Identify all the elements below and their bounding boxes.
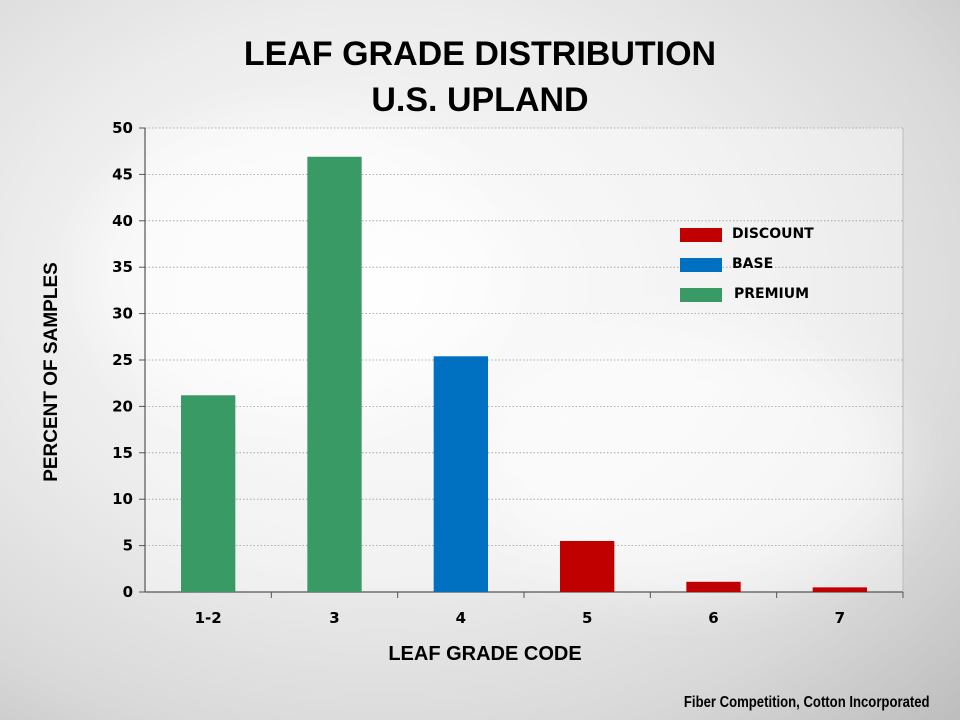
chart-title: LEAF GRADE DISTRIBUTION bbox=[243, 35, 717, 73]
bar-5 bbox=[560, 540, 615, 592]
bar-7 bbox=[812, 587, 867, 592]
legend-label-premium: PREMIUM bbox=[734, 286, 810, 302]
x-tick-label: 6 bbox=[708, 609, 718, 627]
bar-6 bbox=[686, 581, 741, 592]
x-tick-label: 7 bbox=[835, 609, 845, 627]
x-tick-label: 3 bbox=[329, 609, 339, 627]
legend-swatch-discount bbox=[680, 228, 722, 242]
legend-swatch-premium bbox=[680, 288, 722, 302]
x-tick-label: 5 bbox=[582, 609, 592, 627]
background-highlight bbox=[80, 120, 500, 420]
y-tick-label: 35 bbox=[112, 258, 133, 276]
chart-subtitle: U.S. UPLAND bbox=[371, 81, 589, 119]
y-tick-label: 30 bbox=[112, 305, 133, 323]
x-tick-label: 4 bbox=[456, 609, 466, 627]
y-tick-label: 25 bbox=[112, 351, 133, 369]
background-highlight bbox=[480, 330, 900, 590]
legend-label-base: BASE bbox=[732, 256, 774, 272]
y-tick-label: 10 bbox=[112, 490, 133, 508]
y-tick-label: 0 bbox=[123, 583, 133, 601]
bar-3 bbox=[307, 156, 362, 592]
y-tick-label: 20 bbox=[112, 397, 133, 415]
y-tick-label: 40 bbox=[112, 212, 133, 230]
bar-4 bbox=[433, 356, 488, 592]
y-tick-label: 45 bbox=[112, 165, 133, 183]
legend-label-discount: DISCOUNT bbox=[732, 226, 814, 242]
legend-swatch-base bbox=[680, 258, 722, 272]
y-tick-label: 15 bbox=[112, 444, 133, 462]
source-credit: Fiber Competition, Cotton Incorporated bbox=[684, 694, 930, 711]
y-tick-label: 50 bbox=[112, 119, 133, 137]
y-axis-label: PERCENT OF SAMPLES bbox=[41, 262, 62, 482]
y-tick-label: 5 bbox=[123, 537, 133, 555]
bar-1-2 bbox=[181, 395, 236, 592]
x-tick-label: 1-2 bbox=[195, 609, 222, 627]
x-axis-label: LEAF GRADE CODE bbox=[388, 643, 582, 665]
